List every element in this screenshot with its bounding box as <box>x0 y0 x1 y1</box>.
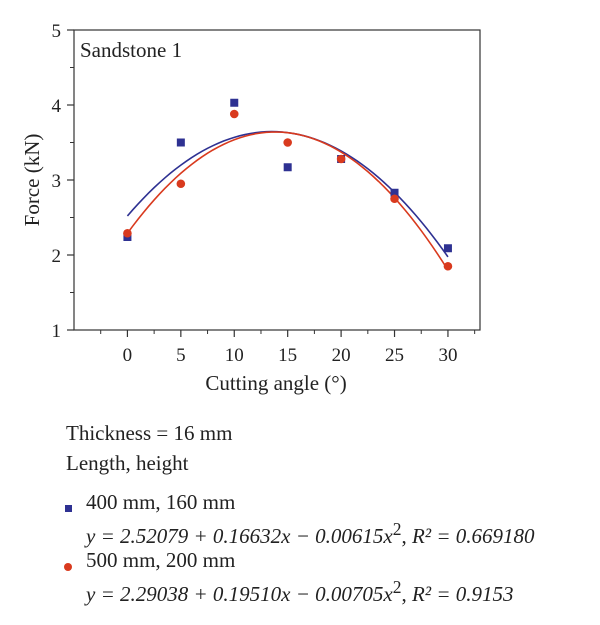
x-axis-label: Cutting angle (°) <box>205 371 346 395</box>
y-tick-label: 4 <box>52 96 62 117</box>
fit-r2-1: R² = 0.669180 <box>411 524 535 548</box>
data-point-series-1 <box>390 188 399 197</box>
legend-marker-circle <box>64 563 72 571</box>
data-point-series-1 <box>443 244 452 253</box>
x-tick-label: 5 <box>176 345 186 366</box>
legend-series-2-equation: y = 2.29038 + 0.19510x − 0.00705x2, R² =… <box>86 577 514 606</box>
fit-equation-1: y = 2.52079 + 0.16632x − 0.00615x <box>86 524 393 548</box>
x-tick-label: 30 <box>438 345 457 366</box>
legend: Thickness = 16 mm Length, height <box>66 418 232 478</box>
legend-marker-square <box>65 505 72 512</box>
data-point-series-2 <box>336 154 346 164</box>
data-point-series-2 <box>176 179 186 189</box>
x-tick-label: 15 <box>278 345 297 366</box>
x-tick-label: 10 <box>225 345 244 366</box>
y-tick-label: 3 <box>52 171 62 192</box>
y-axis-label: Force (kN) <box>20 134 44 227</box>
legend-series-1-equation: y = 2.52079 + 0.16632x − 0.00615x2, R² =… <box>86 519 535 548</box>
x-tick-label: 0 <box>123 345 133 366</box>
x-tick-label: 25 <box>385 345 404 366</box>
y-tick-label: 2 <box>52 246 62 267</box>
data-point-series-2 <box>229 109 239 119</box>
fit-equation-2: y = 2.29038 + 0.19510x − 0.00705x <box>86 582 393 606</box>
data-point-series-1 <box>176 138 185 147</box>
data-point-series-2 <box>390 194 399 204</box>
panel-label: Sandstone 1 <box>80 38 182 62</box>
data-point-series-2 <box>443 261 453 271</box>
legend-series-2-name: 500 mm, 200 mm <box>86 548 236 572</box>
fit-curve-1 <box>126 130 449 258</box>
data-points <box>123 98 453 271</box>
thickness-note: Thickness = 16 mm <box>66 421 233 445</box>
chart-svg: 0 5 10 15 20 25 30 1 2 3 4 5 Sandstone 1 Cutting an… <box>20 21 481 395</box>
chart-axes: 0 5 10 15 20 25 30 1 2 3 4 5 <box>52 21 481 366</box>
fit-r2-2: R² = 0.9153 <box>411 582 514 606</box>
plot-frame <box>73 29 481 331</box>
data-point-series-1 <box>230 98 239 107</box>
data-point-series-2 <box>283 138 292 147</box>
fit-curves <box>126 130 449 271</box>
data-point-series-2 <box>123 228 132 238</box>
legend-series-1-name: 400 mm, 160 mm <box>86 490 236 514</box>
y-tick-label: 5 <box>52 21 62 42</box>
x-tick-label: 20 <box>332 345 351 366</box>
y-tick-label: 1 <box>52 321 62 342</box>
dims-label: Length, height <box>66 451 189 475</box>
data-point-series-1 <box>283 163 292 172</box>
fit-curve-2 <box>126 131 449 271</box>
